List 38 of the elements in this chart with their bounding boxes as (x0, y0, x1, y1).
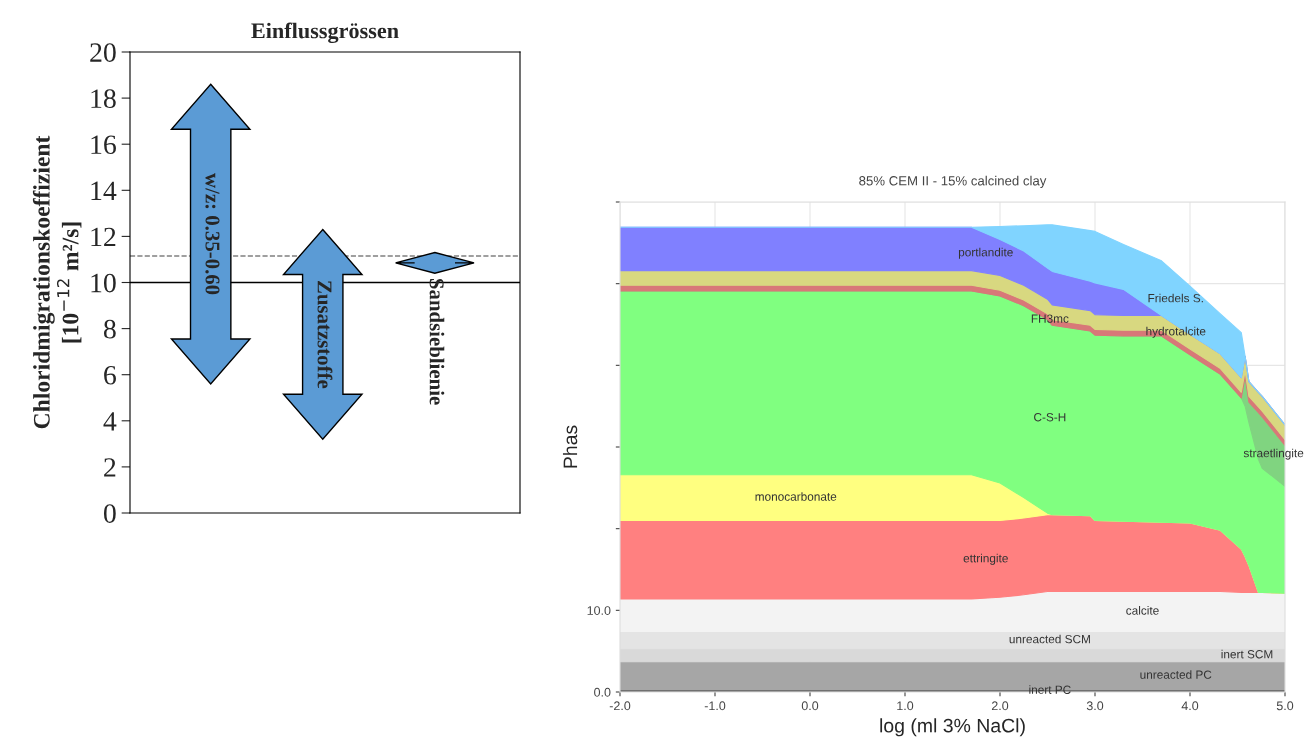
series-label: inert SCM (1221, 649, 1273, 659)
x-tick-label: -2.0 (609, 701, 631, 711)
chart-title: 85% CEM II - 15% calcined clay (859, 175, 1047, 189)
series-label: unreacted PC (1140, 670, 1212, 679)
series-label: ettringite (963, 553, 1008, 565)
y-tick-label: 20 (90, 43, 116, 62)
y-tick-label: 16 (91, 135, 116, 155)
y-tick-label: 12 (91, 227, 116, 247)
y-tick-label: 6 (104, 365, 116, 385)
x-tick-label: 3.0 (1086, 701, 1104, 711)
series-label: hydrotalcite (1146, 326, 1206, 338)
x-tick-label: w/z: 0.35-0.60 (205, 173, 220, 295)
series-label: calcite (1126, 606, 1159, 615)
x-tick-label: Zusatzstoffe (317, 280, 333, 389)
y-axis-title: Chloridmigrationskoeffizient [10$^{−12}$ m²/s] (32, 135, 82, 429)
x-tick-label: -1.0 (704, 701, 726, 711)
y-tick-label: 10.0 (587, 606, 611, 615)
y-tick-label: 18 (91, 89, 116, 109)
x-tick-label: Sandsieblienie (429, 279, 445, 405)
x-tick-label: 4.0 (1181, 701, 1199, 711)
x-tick-label: 2.0 (991, 701, 1009, 711)
y-axis-title: Phas (562, 425, 578, 468)
x-tick-label: 5.0 (1276, 701, 1294, 711)
y-tick-label: 10 (91, 273, 116, 293)
y-tick-label: 8 (103, 319, 116, 339)
series-label: unreacted SCM (1009, 634, 1090, 644)
x-tick-label: 1.0 (897, 701, 914, 711)
series-label: Friedels S. (1148, 293, 1203, 303)
chart-title: Einflussgrössen (251, 22, 399, 44)
series-label: C-S-H (1034, 413, 1066, 422)
y-tick-label: 4 (103, 412, 117, 431)
x-axis-title: log (ml 3% NaCl) (880, 718, 1025, 737)
x-tick-label: 0.0 (801, 701, 819, 711)
series-label: monocarbonate (755, 492, 837, 501)
y-tick-label: 2 (104, 458, 116, 477)
y-tick-label: 0 (103, 504, 116, 523)
series-label: portlandite (958, 247, 1013, 259)
y-tick-label: 14 (91, 181, 117, 200)
